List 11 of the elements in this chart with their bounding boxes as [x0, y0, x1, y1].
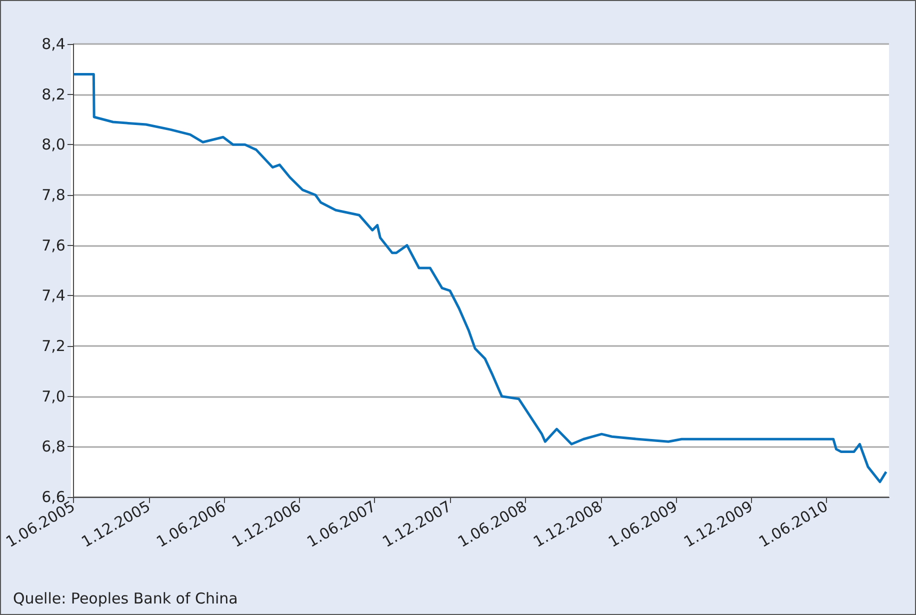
- y-tick-label: 8,4: [42, 35, 66, 53]
- y-tick-label: 7,6: [42, 236, 66, 254]
- line-series: [72, 72, 888, 484]
- y-tick-label: 7,0: [42, 387, 66, 406]
- y-tick-label: 8,2: [42, 85, 66, 104]
- source-note: Quelle: Peoples Bank of China: [13, 590, 238, 608]
- y-tick-label: 7,4: [42, 286, 66, 305]
- y-tick-label: 8,0: [42, 136, 66, 154]
- y-tick-label: 7,8: [42, 186, 66, 204]
- y-tick-label: 7,2: [42, 337, 66, 355]
- y-tick-label: 6,8: [42, 438, 66, 456]
